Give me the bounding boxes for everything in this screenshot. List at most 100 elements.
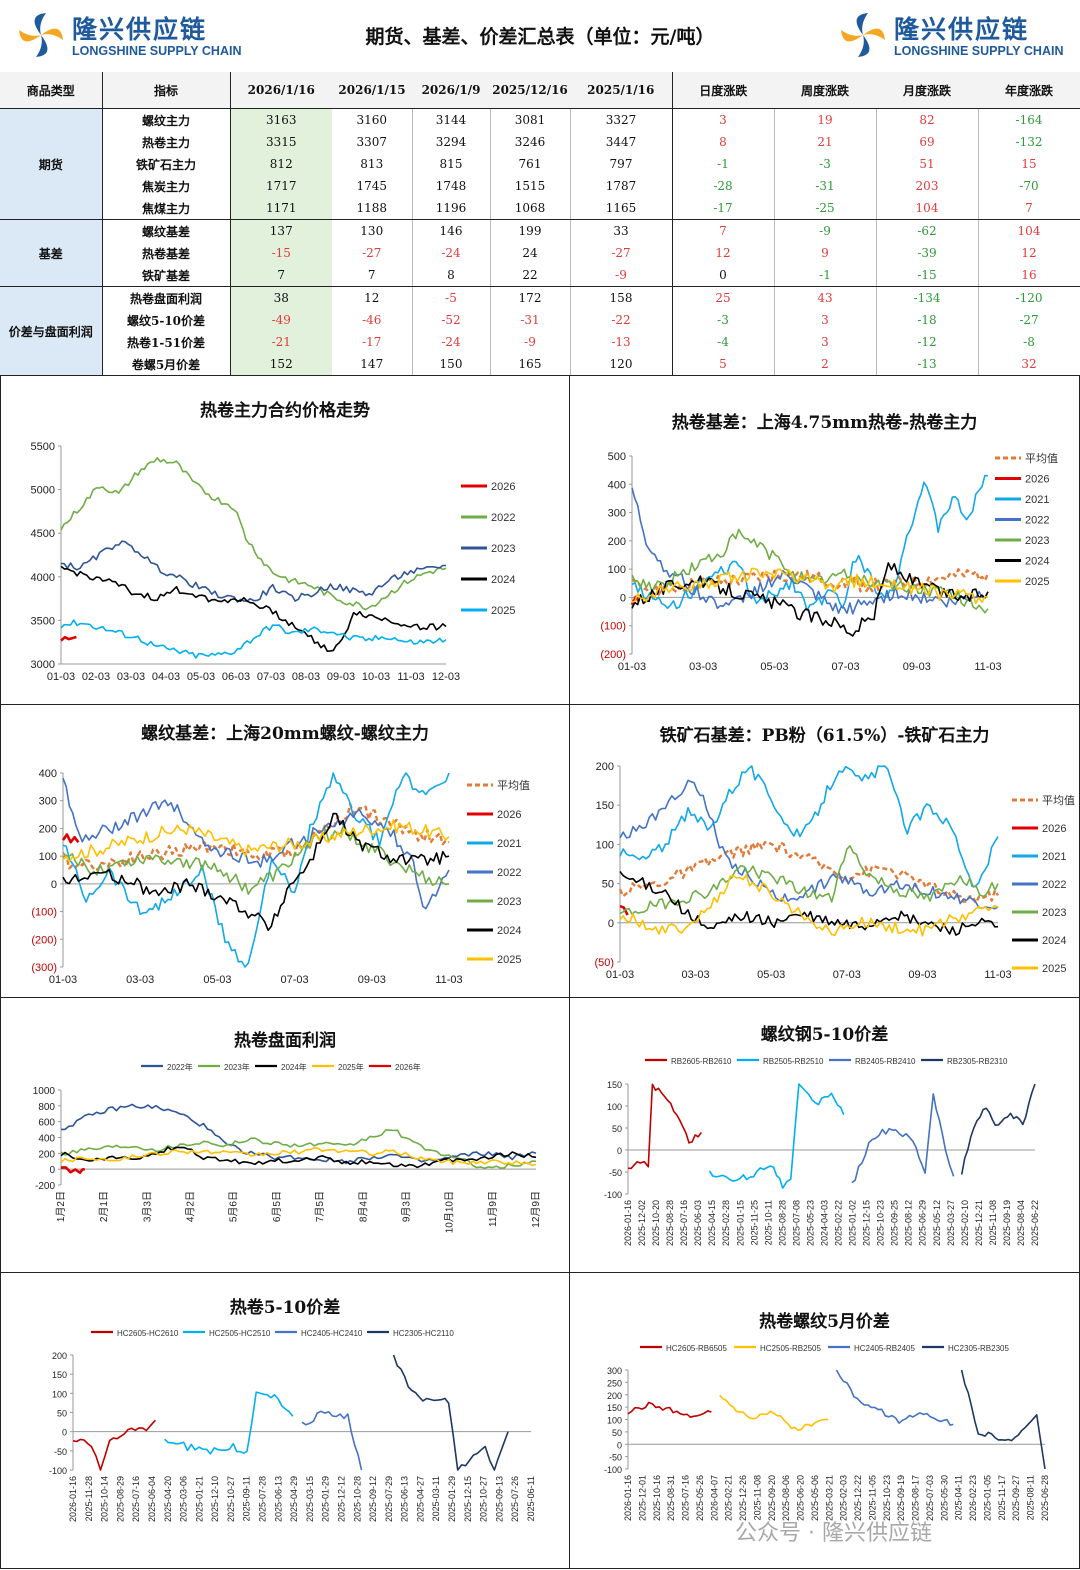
x-tick-label: 2025-09-25 [890,1200,900,1246]
x-tick-label: 07-03 [257,671,285,683]
value-cell: 137 [230,219,332,242]
legend-label: 2022 [1025,515,1049,527]
change-cell: 43 [774,286,877,309]
logo-left: 隆兴供应链 LONGSHINE SUPPLY CHAIN [16,8,266,64]
x-tick-label: 2025-01-05 [982,1475,992,1521]
value-cell: 3246 [490,131,571,153]
value-cell: 199 [490,219,571,242]
change-cell: -132 [978,131,1080,153]
y-tick-label: 4000 [31,572,55,584]
x-tick-label: 2025-06-28 [1040,1475,1050,1521]
table-row: 铁矿基差 7 7 8 22 -9 0 -1 -15 16 [0,264,1080,287]
legend-label: 2023 [1025,535,1049,547]
chart-iron-basis: (50) 0 50 100 150 200 01-03 03-03 05-03 07-03 09-0… [594,761,1075,981]
value-cell: 1745 [332,175,413,197]
change-cell: -70 [978,175,1080,197]
indicator-cell: 螺纹5-10价差 [102,309,231,331]
legend-label: 2025 [1042,963,1066,975]
x-tick-label: 2024-04-03 [819,1200,829,1246]
y-tick-label: 0 [617,1146,622,1156]
series-line-2021 [631,474,989,612]
y-tick-label: 100 [608,564,626,576]
col-header: 指标 [102,72,231,109]
value-cell: 120 [570,353,673,376]
x-tick-label: 05-03 [760,661,788,673]
change-cell: 12 [672,242,775,264]
change-cell: 69 [876,131,979,153]
change-cell: -164 [978,108,1080,131]
x-tick-label: 4月2日 [185,1191,197,1222]
x-tick-label: 2025-01-15 [735,1200,745,1246]
indicator-cell: 热卷主力 [102,131,231,153]
series-line-2022 [62,777,450,910]
value-cell: -21 [230,331,332,353]
x-tick-label: 03-03 [126,974,154,986]
table-row: 焦煤主力 1171 1188 1196 1068 1165 -17 -25 104 7 [0,197,1080,220]
y-tick-label: (300) [31,962,57,974]
change-cell: -3 [672,309,775,331]
change-cell: 7 [978,197,1080,220]
x-tick-label: 2025-01-21 [194,1476,204,1522]
x-tick-label: 2025-08-28 [665,1200,675,1246]
x-tick-label: 2025-08-12 [904,1200,914,1246]
value-cell: 130 [332,219,413,242]
indicator-cell: 螺纹基差 [102,219,231,242]
x-tick-label: 09-03 [358,974,386,986]
change-cell: -4 [672,331,775,353]
series-line-RB2305-RB2310 [960,1083,1036,1175]
logo-en-text: LONGSHINE SUPPLY CHAIN [72,44,242,58]
table-body: 期货 螺纹主力 3163 3160 3144 3081 3327 3 19 82 -164 热卷主力 3… [0,108,1080,376]
x-tick-label: 2025-06-03 [693,1200,703,1246]
series-line-2024年 [60,1146,537,1169]
value-cell: 33 [570,219,673,242]
series-line-平均值 [631,568,990,596]
logo-cn-text: 隆兴供应链 [72,15,208,44]
y-tick-label: (200) [31,934,57,946]
x-tick-label: 2025-07-16 [679,1200,689,1246]
x-tick-label: 2025-10-11 [763,1200,773,1245]
value-cell: 1188 [332,197,413,220]
table-header-row: 商品类型 指标 2026/1/16 2026/1/15 2026/1/9 202… [0,72,1080,109]
pinwheel-logo-icon [841,13,885,57]
table-row: 基差 螺纹基差 137 130 146 199 33 7 -9 -62 104 [0,219,1080,287]
value-cell: -13 [570,331,673,353]
x-tick-label: 2025-04-15 [707,1200,717,1246]
x-tick-label: 2025-09-13 [494,1476,504,1522]
x-tick-label: 2025-05-12 [932,1200,942,1246]
x-tick-label: 2025-11-05 [867,1475,877,1520]
legend-label: HC2605-HC2610 [117,1329,179,1338]
x-tick-label: 11-03 [984,969,1011,981]
x-tick-label: 6月5日 [271,1191,283,1222]
value-cell: 152 [230,353,332,376]
change-cell: 8 [672,131,775,153]
series-line-2023 [62,823,450,895]
x-tick-label: 2025-07-03 [925,1475,935,1521]
x-tick-label: 2025-03-21 [824,1475,834,1521]
x-tick-label: 2026-01-16 [623,1475,633,1521]
legend-label: 2026年 [395,1062,421,1072]
col-header: 2025/12/16 [490,72,570,109]
legend-label: HC2405-HC2410 [301,1329,363,1338]
legend-label: 2024 [497,925,521,937]
x-tick-label: 12-03 [432,671,460,683]
col-header: 2026/1/15 [332,72,412,109]
x-tick-label: 2026-02-23 [968,1475,978,1521]
series-line-HC2305-RB2305 [960,1369,1046,1470]
value-cell: -52 [412,309,491,331]
x-tick-label: 07-03 [833,969,861,981]
x-tick-label: 2025-12-12 [336,1476,346,1522]
change-cell: -31 [774,175,877,197]
x-tick-label: 2026-01-16 [68,1476,78,1522]
y-tick-label: 4500 [31,528,55,540]
value-cell: 150 [412,353,491,376]
legend-label: HC2305-HC2110 [393,1329,454,1338]
change-cell: -9 [774,219,877,242]
change-cell: 25 [672,286,775,309]
change-cell: -27 [978,309,1080,331]
chart-title: 热卷主力合约价格走势 [200,401,370,421]
x-tick-label: 7月5日 [314,1191,326,1222]
legend-label: RB2305-RB2310 [947,1057,1008,1066]
x-tick-label: 2025-07-26 [510,1476,520,1522]
legend-label: HC2505-HC2510 [209,1329,271,1338]
legend-label: 2023 [497,896,521,908]
